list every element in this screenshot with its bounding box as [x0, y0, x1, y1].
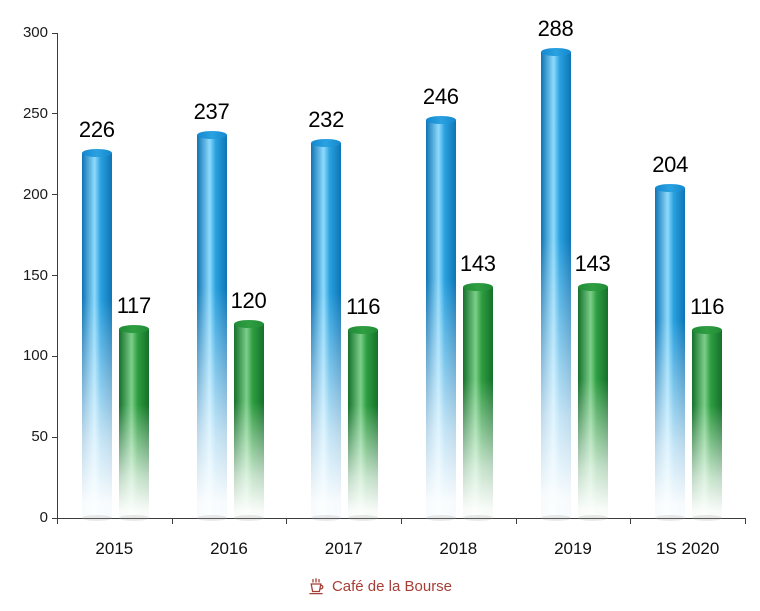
bar-value-label: 143 — [459, 251, 496, 276]
y-tick-label: 200 — [22, 185, 48, 203]
y-tick-mark — [52, 113, 57, 115]
bar-series-green-2016 — [233, 320, 264, 521]
y-tick-mark — [52, 32, 57, 34]
bar-series-blue-2015 — [81, 149, 112, 521]
x-tick-mark — [286, 519, 288, 524]
x-tick-mark — [171, 519, 173, 524]
bar-series-blue-2017 — [311, 139, 342, 521]
x-axis-label: 2018 — [439, 539, 478, 558]
y-tick-mark — [52, 275, 57, 276]
y-tick-mark — [52, 517, 57, 519]
bar-value-label: 226 — [78, 117, 115, 142]
y-tick-label: 0 — [39, 509, 48, 526]
x-tick-mark — [57, 519, 58, 524]
bar-series-blue-2018 — [425, 116, 456, 521]
bar-series-green-2017 — [348, 326, 379, 521]
bar-cap — [311, 139, 342, 147]
x-tick-mark — [630, 519, 632, 524]
bar-value-label: 143 — [574, 251, 611, 276]
bar-series-green-2019 — [577, 283, 608, 521]
bar-cap — [81, 149, 112, 157]
y-tick-label: 150 — [22, 266, 48, 284]
bar-value-label: 204 — [652, 152, 689, 177]
bar-cap — [692, 326, 723, 334]
y-tick-label: 50 — [31, 428, 48, 446]
cafe-logo-icon — [308, 578, 326, 595]
x-axis-label: 2015 — [95, 539, 134, 558]
bar-cap — [462, 283, 493, 291]
x-axis-label: 2019 — [554, 539, 592, 558]
y-tick-label: 100 — [22, 347, 48, 365]
bar-series-blue-2019 — [540, 48, 571, 521]
x-tick-mark — [515, 519, 517, 524]
bar-cap — [540, 48, 571, 56]
bar-value-label: 120 — [230, 288, 267, 313]
y-tick-mark — [52, 194, 57, 196]
y-tick-mark — [52, 355, 57, 357]
y-tick-mark — [52, 436, 57, 438]
bar-series-green-2018 — [462, 283, 493, 521]
bar-value-label: 117 — [116, 293, 151, 318]
bar-series-green-1S 2020 — [692, 326, 723, 521]
bar-cap — [118, 325, 149, 333]
bar-cap — [425, 116, 456, 124]
bar-value-label: 232 — [308, 107, 345, 132]
bar-value-label: 237 — [193, 99, 230, 124]
bar-value-label: 116 — [690, 294, 725, 319]
bar-cap — [577, 283, 608, 291]
bar-series-blue-1S 2020 — [655, 184, 686, 521]
bar-value-label: 246 — [422, 84, 459, 109]
bar-cap — [196, 131, 227, 139]
x-axis-label: 2016 — [210, 539, 248, 558]
bar-value-label: 116 — [346, 294, 381, 319]
x-axis-label: 2017 — [324, 539, 363, 558]
y-tick-label: 250 — [22, 104, 48, 122]
bar-value-label: 288 — [537, 16, 574, 41]
brand-text: Café de la Bourse — [331, 578, 453, 595]
x-tick-mark — [745, 519, 746, 524]
bar-series-green-2015 — [118, 325, 149, 521]
x-axis-label: 1S 2020 — [655, 539, 720, 558]
brand-footer: Café de la Bourse — [0, 578, 760, 595]
plot-area: 226 117 237 120 232 116 246 143 288 143 204 116 — [57, 16, 746, 521]
y-tick-label: 300 — [22, 24, 48, 41]
bar-series-blue-2016 — [196, 131, 227, 521]
x-tick-mark — [401, 519, 402, 524]
bar-cap — [348, 326, 379, 334]
bar-cap — [233, 320, 264, 328]
bar-cap — [655, 184, 686, 192]
